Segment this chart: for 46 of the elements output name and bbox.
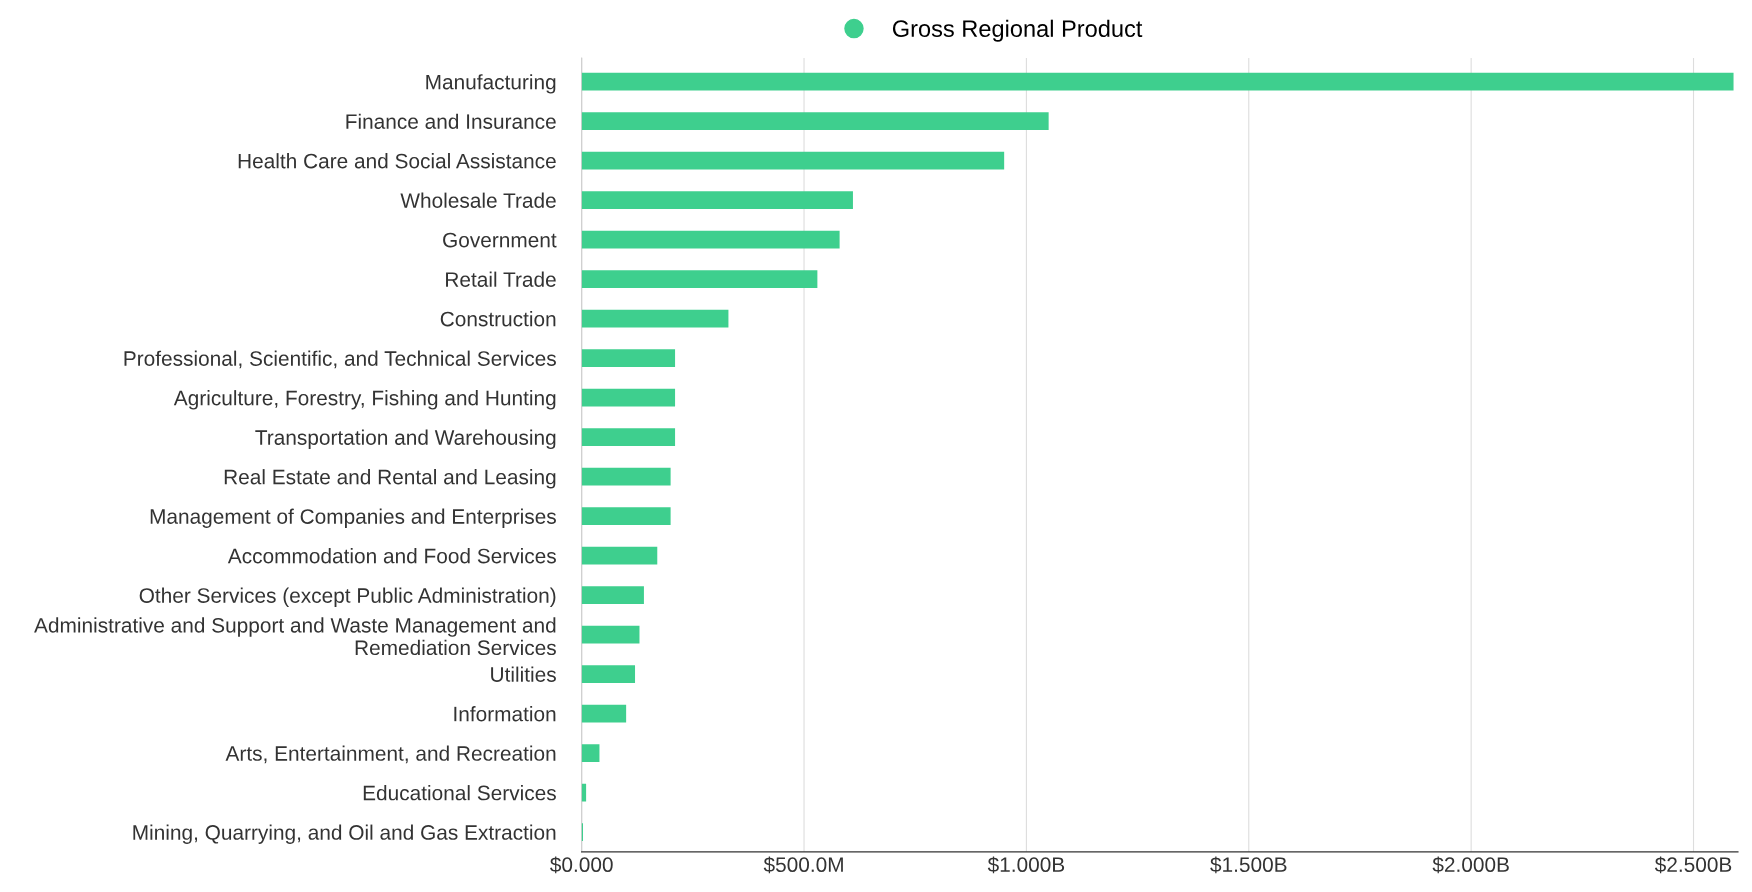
y-tick-label: Mining, Quarrying, and Oil and Gas Extraction — [133, 824, 556, 844]
bar — [581, 586, 644, 605]
y-tick-label: Wholesale Trade — [400, 192, 556, 208]
y-tick-label: Information — [454, 706, 556, 722]
y-tick-label: Arts, Entertainment, and Recreation — [225, 745, 556, 764]
x-tick-label: $0.000 — [550, 856, 613, 874]
bar — [581, 467, 671, 486]
x-tick-label: $2.500B — [1654, 856, 1732, 874]
bar — [581, 151, 1005, 170]
bar — [581, 112, 1049, 131]
bar — [581, 625, 640, 644]
y-tick-label: Health Care and Social Assistance — [238, 153, 556, 169]
y-tick-label: Government — [443, 232, 557, 248]
bar — [581, 191, 853, 210]
x-tick-label: $2.000B — [1432, 856, 1509, 874]
bar — [581, 230, 840, 249]
bar — [581, 744, 600, 763]
y-tick-label: Management of Companies and Enterprises — [150, 508, 556, 529]
bar — [581, 428, 676, 447]
bar — [581, 546, 658, 565]
y-tick-label: Finance and Insurance — [346, 113, 556, 129]
bar — [581, 704, 627, 723]
x-tick-label: $1.500B — [1210, 856, 1287, 874]
y-tick-label: Professional, Scientific, and Technical Services — [124, 350, 556, 369]
y-tick-label: Other Services (except Public Administration) — [139, 587, 556, 607]
bar — [581, 388, 676, 407]
x-tick-label: $1.000B — [987, 856, 1065, 874]
bar — [581, 72, 1734, 91]
bar — [581, 349, 676, 368]
legend-label: Gross Regional Product — [892, 19, 1143, 42]
y-tick-label: Agriculture, Forestry, Fishing and Hunting — [173, 390, 556, 410]
y-tick-label: Retail Trade — [446, 271, 556, 287]
x-tick-label: $500.0M — [763, 856, 843, 874]
bar — [581, 783, 587, 802]
y-tick-label: Transportation and Warehousing — [255, 429, 556, 450]
y-tick-label: Educational Services — [363, 785, 556, 801]
y-tick-label: Construction — [440, 311, 556, 327]
bar — [581, 665, 636, 684]
y-tick-label: Utilities — [491, 666, 556, 682]
y-tick-label: Accommodation and Food Services — [227, 548, 556, 564]
y-tick-label: Administrative and Support and Waste Management and Remediation Services — [34, 617, 556, 656]
y-tick-label: Manufacturing — [426, 74, 556, 94]
bar — [581, 270, 818, 289]
y-tick-label: Real Estate and Rental and Leasing — [224, 469, 556, 489]
bar — [581, 309, 729, 328]
bar — [581, 507, 671, 526]
